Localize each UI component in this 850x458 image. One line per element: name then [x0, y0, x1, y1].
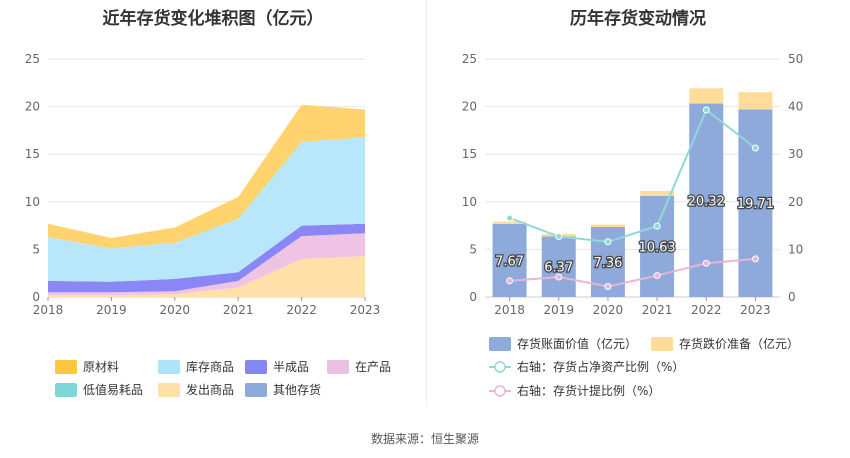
- bar-impairment: [689, 88, 724, 104]
- bar-book-value: [492, 223, 527, 297]
- right-chart-title: 历年存货变动情况: [570, 9, 706, 29]
- left-legend-label: 库存商品: [186, 359, 234, 374]
- left-legend-label: 发出商品: [186, 382, 234, 397]
- left-x-tick-label: 2018: [33, 303, 64, 317]
- line-point-0: [653, 222, 661, 230]
- right-left-y-tick-label: 15: [462, 147, 477, 161]
- bar-data-label: 19.71: [737, 197, 774, 212]
- left-chart-title: 近年存货变化堆积图（亿元）: [102, 9, 324, 29]
- line-point-0: [702, 106, 710, 114]
- left-legend-swatch: [158, 383, 180, 397]
- left-y-tick-label: 20: [25, 100, 40, 114]
- left-legend-swatch: [55, 383, 77, 397]
- right-right-y-tick-label: 20: [788, 195, 803, 209]
- left-x-tick-label: 2022: [286, 303, 317, 317]
- bar-book-value: [738, 109, 773, 297]
- bar-book-value: [640, 195, 675, 297]
- left-x-tick-label: 2023: [350, 303, 381, 317]
- left-legend-swatch: [245, 383, 267, 397]
- left-y-tick-label: 10: [25, 195, 40, 209]
- bar-impairment: [492, 221, 527, 224]
- right-legend-label-line-1: 右轴：存货计提比例（%）: [517, 383, 660, 398]
- right-left-y-tick-label: 25: [462, 52, 477, 66]
- left-legend-label: 半成品: [273, 360, 309, 374]
- area-layer-6: [48, 104, 365, 249]
- bar-impairment: [640, 191, 675, 196]
- area-layer-4: [48, 223, 365, 293]
- left-legend-swatch: [327, 360, 349, 374]
- right-x-tick-label: 2018: [494, 303, 525, 317]
- area-layer-1: [48, 256, 365, 297]
- right-legend-label-line-0: 右轴：存货占净资产比例（%）: [517, 359, 684, 374]
- bar-book-value: [541, 236, 576, 297]
- left-x-tick-label: 2021: [223, 303, 254, 317]
- left-y-tick-label: 5: [32, 242, 40, 256]
- line-point-1: [604, 283, 612, 291]
- bar-data-label: 20.32: [688, 194, 725, 209]
- line-point-1: [506, 277, 514, 285]
- left-legend-swatch: [55, 360, 77, 374]
- left-legend-label: 其他存货: [273, 382, 321, 397]
- right-right-y-tick-label: 40: [788, 100, 803, 114]
- right-left-y-tick-label: 0: [469, 290, 477, 304]
- right-right-y-tick-label: 50: [788, 52, 803, 66]
- left-y-tick-label: 25: [25, 52, 40, 66]
- line-point-0: [604, 238, 612, 246]
- left-legend-label: 原材料: [83, 360, 119, 374]
- line-series-0: [509, 108, 757, 243]
- right-x-tick-label: 2023: [740, 303, 771, 317]
- bar-data-label: 10.63: [638, 240, 675, 255]
- right-x-tick-label: 2022: [691, 303, 722, 317]
- line-point-0: [506, 214, 514, 222]
- right-right-y-tick-label: 10: [788, 242, 803, 256]
- right-x-tick-label: 2020: [593, 303, 624, 317]
- left-x-tick-label: 2019: [96, 303, 127, 317]
- line-point-1: [702, 259, 710, 267]
- bar-data-label: 7.36: [593, 256, 622, 271]
- right-legend-label-book: 存货账面价值（亿元）: [517, 336, 637, 351]
- data-source-note: 数据来源：恒生聚源: [370, 432, 479, 446]
- right-left-y-tick-label: 5: [469, 242, 477, 256]
- line-point-0: [555, 233, 563, 241]
- line-point-1: [751, 255, 759, 263]
- bar-impairment: [738, 92, 773, 110]
- left-legend-swatch: [245, 360, 267, 374]
- left-legend-label: 低值易耗品: [83, 382, 143, 397]
- area-layer-5: [48, 137, 365, 282]
- right-legend-label-impairment: 存货跌价准备（亿元）: [679, 336, 799, 351]
- right-legend-marker-1: [494, 385, 506, 397]
- bar-data-label: 6.37: [544, 261, 573, 276]
- left-y-tick-label: 15: [25, 147, 40, 161]
- panel-divider: [426, 0, 427, 405]
- right-legend-marker-0: [494, 361, 506, 373]
- right-legend-swatch-book: [489, 337, 511, 351]
- right-x-tick-label: 2021: [642, 303, 673, 317]
- left-legend-swatch: [158, 360, 180, 374]
- right-x-tick-label: 2019: [543, 303, 574, 317]
- right-left-y-tick-label: 20: [462, 100, 477, 114]
- area-layer-3: [48, 233, 365, 296]
- right-left-y-tick-label: 10: [462, 195, 477, 209]
- right-legend-swatch-impairment: [651, 337, 673, 351]
- line-point-1: [555, 273, 563, 281]
- right-right-y-tick-label: 0: [788, 290, 796, 304]
- line-point-0: [751, 144, 759, 152]
- bar-impairment: [590, 224, 625, 227]
- right-right-y-tick-label: 30: [788, 147, 803, 161]
- bar-data-label: 7.67: [495, 254, 524, 269]
- line-series-1: [509, 257, 756, 288]
- left-y-tick-label: 0: [32, 290, 40, 304]
- line-point-1: [653, 272, 661, 280]
- left-x-tick-label: 2020: [160, 303, 191, 317]
- left-legend-label: 在产品: [355, 360, 391, 374]
